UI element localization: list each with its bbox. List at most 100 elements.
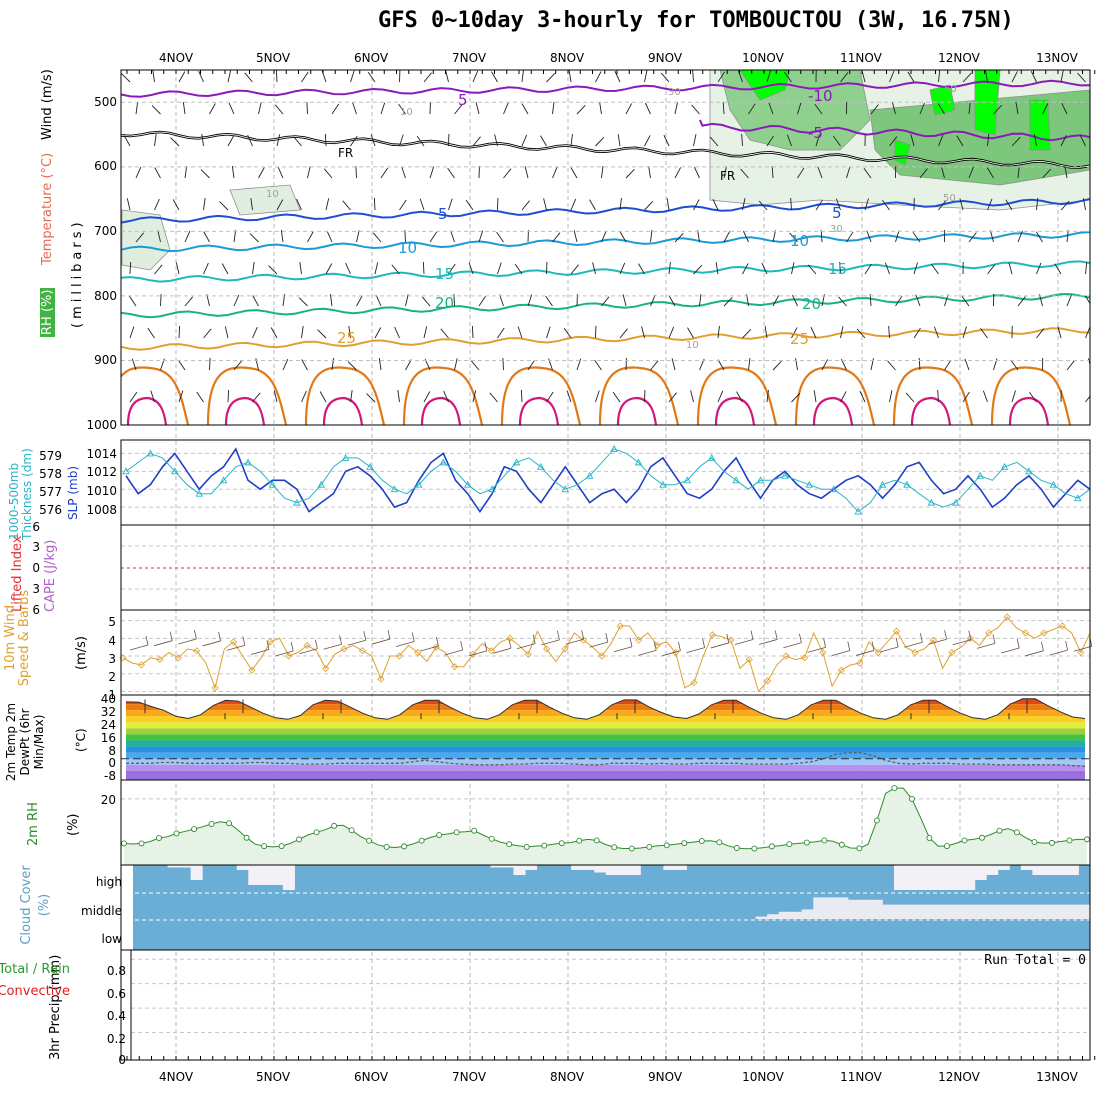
cloud-middle-bar — [997, 904, 1010, 919]
thickness-marker — [537, 462, 545, 470]
temp2m-label: 2m Temp 2m DewPt (6hr Min/Max) — [4, 702, 46, 782]
cloud-middle-bar — [1020, 904, 1033, 919]
temperature-label: Temperature (°C) — [40, 152, 55, 265]
wind-barb — [764, 326, 768, 339]
wind10-marker — [948, 648, 956, 657]
wind-barb — [429, 231, 438, 243]
wind-barb — [693, 134, 697, 147]
wind10-barb — [347, 639, 366, 646]
wind10-marker — [1040, 629, 1048, 637]
wind-barb — [817, 166, 823, 179]
wind-barb — [258, 102, 262, 115]
thickness-marker — [854, 507, 862, 515]
wind-barb — [1085, 262, 1088, 275]
wind-barb — [135, 102, 139, 115]
temp-band — [126, 740, 1085, 747]
cloud-middle-bar — [801, 909, 814, 919]
wind-barb — [595, 71, 602, 83]
rh-marker — [506, 841, 513, 848]
thickness-marker — [317, 480, 325, 488]
chart-title: GFS 0~10day 3-hourly for TOMBOUCTOU (3W,… — [378, 8, 1014, 33]
wind-barb — [839, 261, 841, 275]
wind-barb — [791, 262, 795, 275]
wind-barb — [595, 390, 600, 403]
wind-barb — [913, 262, 918, 275]
wind-barb — [570, 264, 579, 275]
wind10-marker — [543, 645, 551, 653]
wind-barb — [895, 295, 903, 307]
thickness-marker — [146, 449, 155, 457]
wind-barb — [1064, 166, 1068, 179]
wind10-barb-feather — [581, 630, 584, 640]
wind-barb — [1060, 135, 1067, 147]
wind-barb — [301, 71, 309, 83]
wind-barb — [374, 327, 382, 339]
wind10-barb — [928, 638, 947, 645]
wind-barb — [566, 390, 572, 403]
wind-barb — [1035, 231, 1043, 243]
wind-barb — [715, 262, 719, 275]
wind-barb — [465, 199, 474, 211]
wind-barb — [350, 135, 358, 147]
wind-barb — [472, 136, 481, 147]
wind-barb — [184, 230, 191, 243]
thickness-line — [125, 448, 1090, 513]
wind-barb — [1085, 395, 1090, 403]
wind-barb — [601, 296, 610, 307]
wind-barb — [743, 230, 749, 243]
wind-barb — [619, 262, 626, 275]
thickness-marker — [463, 480, 472, 488]
rh2m-tick: 20 — [101, 793, 116, 807]
wind-barb — [423, 326, 428, 339]
wind10-barb — [686, 647, 705, 653]
wind-barb — [423, 391, 431, 403]
wind10-marker — [635, 636, 643, 644]
wind-barb — [394, 326, 400, 339]
cloud-tick: high — [96, 875, 122, 889]
wind-barb — [687, 327, 694, 339]
wind-barb — [1011, 71, 1018, 83]
wind-barb — [766, 70, 771, 83]
wind-barb — [552, 232, 561, 243]
cloud-middle-bar — [790, 911, 803, 919]
rh-shading — [739, 70, 791, 101]
wind-barb — [938, 200, 947, 211]
wind-barb — [231, 166, 235, 179]
wind-barb — [742, 329, 752, 339]
isotherm-30-arch — [206, 366, 288, 425]
wind-barb — [938, 70, 941, 83]
wind-barb — [552, 166, 558, 179]
contour-label: 30 — [668, 87, 681, 98]
thickness-marker — [585, 471, 594, 479]
wind10-barb-feather — [411, 632, 415, 642]
wind-barb — [280, 230, 284, 243]
wind10-barb — [1073, 645, 1092, 652]
temp-band — [126, 746, 1085, 753]
wind10-barb-feather — [726, 633, 730, 644]
cloud-high-bar — [282, 865, 295, 890]
wind-barb — [570, 198, 577, 211]
wind-barb — [252, 326, 258, 339]
panel-frames — [120, 69, 1091, 1061]
wind-barb — [1042, 168, 1052, 179]
temp-ticks: 40 32 24 16 8 0 -8 — [101, 692, 116, 783]
wind10-barb-feather — [266, 640, 270, 650]
wind-barb — [350, 390, 353, 403]
wind-barb — [123, 135, 131, 147]
wind-barb — [374, 262, 379, 275]
cloud-high-bar — [963, 865, 976, 890]
contour-label: 25 — [790, 330, 809, 348]
wind-barb — [601, 230, 607, 243]
wind10-barb — [710, 642, 729, 649]
wind-barb — [791, 327, 798, 339]
wind-barb — [373, 197, 376, 211]
rh-marker — [191, 826, 197, 833]
rh-marker — [401, 843, 408, 850]
wind10-barb-feather — [169, 631, 173, 641]
rh-marker — [576, 837, 583, 844]
wind-barb — [489, 392, 498, 403]
thickness-marker — [878, 480, 887, 488]
wind-barb — [450, 230, 455, 243]
isotherm-35-arch — [910, 396, 952, 425]
wind-barb — [375, 294, 382, 307]
